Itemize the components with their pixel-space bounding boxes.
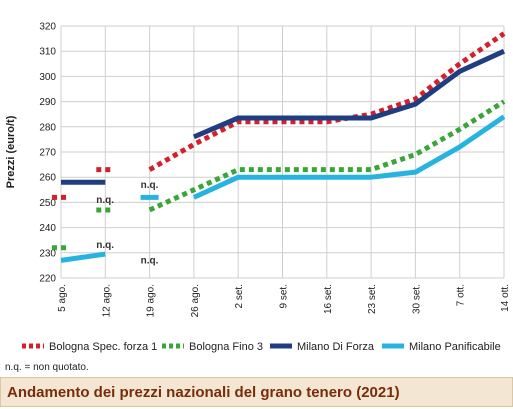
legend-label: Bologna Spec. forza 1 (49, 341, 157, 353)
grid-layer (60, 25, 505, 279)
series-line (192, 48, 506, 140)
legend-entry: Milano Di Forza (270, 341, 375, 353)
series-line (192, 114, 506, 200)
series-layer (52, 31, 506, 263)
y-axis-title: Prezzi (euro/t) (5, 115, 17, 188)
chart-caption: Andamento dei prezzi nazionali del grano… (7, 383, 400, 401)
x-tick-label: 9 set. (279, 284, 290, 308)
x-tick-label: 2 set. (234, 284, 245, 308)
nq-annotation: n.q. (141, 255, 159, 266)
x-tick-label: 19 ago. (146, 284, 157, 317)
legend: Bologna Spec. forza 1 Bologna Fino 3 Milan… (22, 341, 501, 353)
nq-annotation: n.q. (96, 195, 114, 206)
line-chart-svg: 220 230 240 250 260 270 280 290 300 310 320 5 ago. 1… (5, 22, 511, 354)
y-tick-label: 320 (39, 22, 56, 33)
x-tick-label: 16 set. (323, 284, 334, 314)
series-line (60, 251, 106, 263)
y-tick-label: 220 (39, 274, 56, 285)
series-line (148, 99, 506, 213)
x-tick-label: 26 ago. (190, 284, 201, 317)
x-tick-label: 5 ago. (57, 284, 68, 312)
y-tick-label: 280 (39, 122, 56, 133)
footnote: n.q. = non quotato. (5, 362, 89, 373)
legend-label: Bologna Fino 3 (189, 341, 263, 353)
x-tick-label: 14 ott. (500, 284, 511, 312)
x-tick-label: 12 ago. (101, 284, 112, 317)
annotation-layer: n.q. n.q. n.q. n.q. (96, 180, 158, 267)
y-tick-label: 310 (39, 47, 56, 58)
x-tick-label: 23 set. (367, 284, 378, 314)
nq-annotation: n.q. (96, 240, 114, 251)
y-tick-label: 240 (39, 223, 56, 234)
y-tick-label: 270 (39, 148, 56, 159)
legend-label: Milano Panificabile (409, 341, 501, 353)
y-tick-label: 290 (39, 97, 56, 108)
y-tick-label: 250 (39, 198, 56, 209)
y-tick-label: 260 (39, 173, 56, 184)
legend-entry: Milano Panificabile (382, 341, 501, 353)
legend-entry: Bologna Spec. forza 1 (22, 341, 157, 353)
nq-annotation: n.q. (141, 180, 159, 191)
legend-entry: Bologna Fino 3 (162, 341, 263, 353)
caption-bar: Andamento dei prezzi nazionali del grano… (0, 377, 513, 407)
x-tick-label: 7 ott. (456, 284, 467, 306)
y-tick-label: 300 (39, 72, 56, 83)
series-line (148, 31, 506, 172)
x-tick-label: 30 set. (411, 284, 422, 314)
price-chart: 220 230 240 250 260 270 280 290 300 310 320 5 ago. 1… (5, 22, 511, 354)
y-tick-label: 230 (39, 248, 56, 259)
legend-label: Milano Di Forza (297, 341, 375, 353)
axis-layer: 220 230 240 250 260 270 280 290 300 310 320 5 ago. 1… (5, 22, 511, 318)
